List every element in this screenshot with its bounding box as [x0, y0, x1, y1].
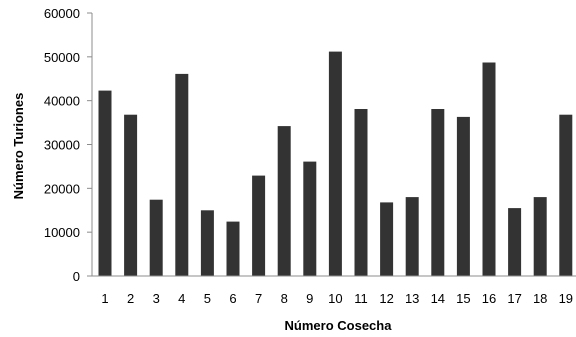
bar-19 [559, 114, 573, 276]
bar-15 [456, 116, 470, 277]
x-tick-label: 1 [101, 291, 108, 306]
y-tick-label: 0 [73, 269, 80, 284]
bar-4 [175, 73, 189, 277]
x-tick-label: 8 [281, 291, 288, 306]
x-tick-label: 17 [507, 291, 521, 306]
bar-5 [200, 210, 214, 277]
bar-12 [380, 202, 394, 276]
x-tick-label: 6 [229, 291, 236, 306]
y-tick-label: 10000 [44, 225, 80, 240]
bar-6 [226, 221, 240, 276]
x-tick-label: 3 [153, 291, 160, 306]
bars [98, 51, 573, 277]
x-tick-label: 15 [456, 291, 470, 306]
x-tick-label: 16 [482, 291, 496, 306]
x-tick-label: 14 [431, 291, 445, 306]
bar-8 [277, 126, 291, 276]
bar-2 [124, 114, 138, 276]
bar-1 [98, 90, 112, 276]
x-axis-ticks: 1 2 3 4 5 6 7 8 9 10 11 12 13 14 15 16 17 18 19 [101, 291, 573, 306]
bar-7 [252, 175, 266, 276]
x-axis-title: Número Cosecha [285, 318, 393, 333]
bar-10 [328, 51, 342, 276]
y-tick-label: 50000 [44, 50, 80, 65]
x-tick-label: 7 [255, 291, 262, 306]
x-tick-label: 9 [306, 291, 313, 306]
bar-9 [303, 161, 317, 276]
x-tick-label: 13 [405, 291, 419, 306]
y-tick-label: 60000 [44, 6, 80, 21]
x-tick-label: 11 [354, 291, 368, 306]
x-tick-label: 19 [559, 291, 573, 306]
bar-18 [533, 197, 547, 276]
x-tick-label: 12 [379, 291, 393, 306]
bar-16 [482, 62, 496, 276]
bar-3 [149, 199, 163, 276]
y-axis-ticks: 0 10000 20000 30000 40000 50000 60000 [44, 6, 92, 284]
bar-14 [431, 109, 445, 276]
x-tick-label: 2 [127, 291, 134, 306]
bar-17 [508, 208, 522, 276]
y-tick-label: 20000 [44, 181, 80, 196]
y-tick-label: 40000 [44, 94, 80, 109]
x-tick-label: 18 [533, 291, 547, 306]
bar-11 [354, 109, 368, 276]
x-tick-label: 4 [178, 291, 185, 306]
x-tick-label: 5 [204, 291, 211, 306]
bar-13 [405, 197, 419, 276]
x-tick-label: 10 [328, 291, 342, 306]
y-axis-title: Número Turiones [11, 93, 26, 200]
y-tick-label: 30000 [44, 138, 80, 153]
